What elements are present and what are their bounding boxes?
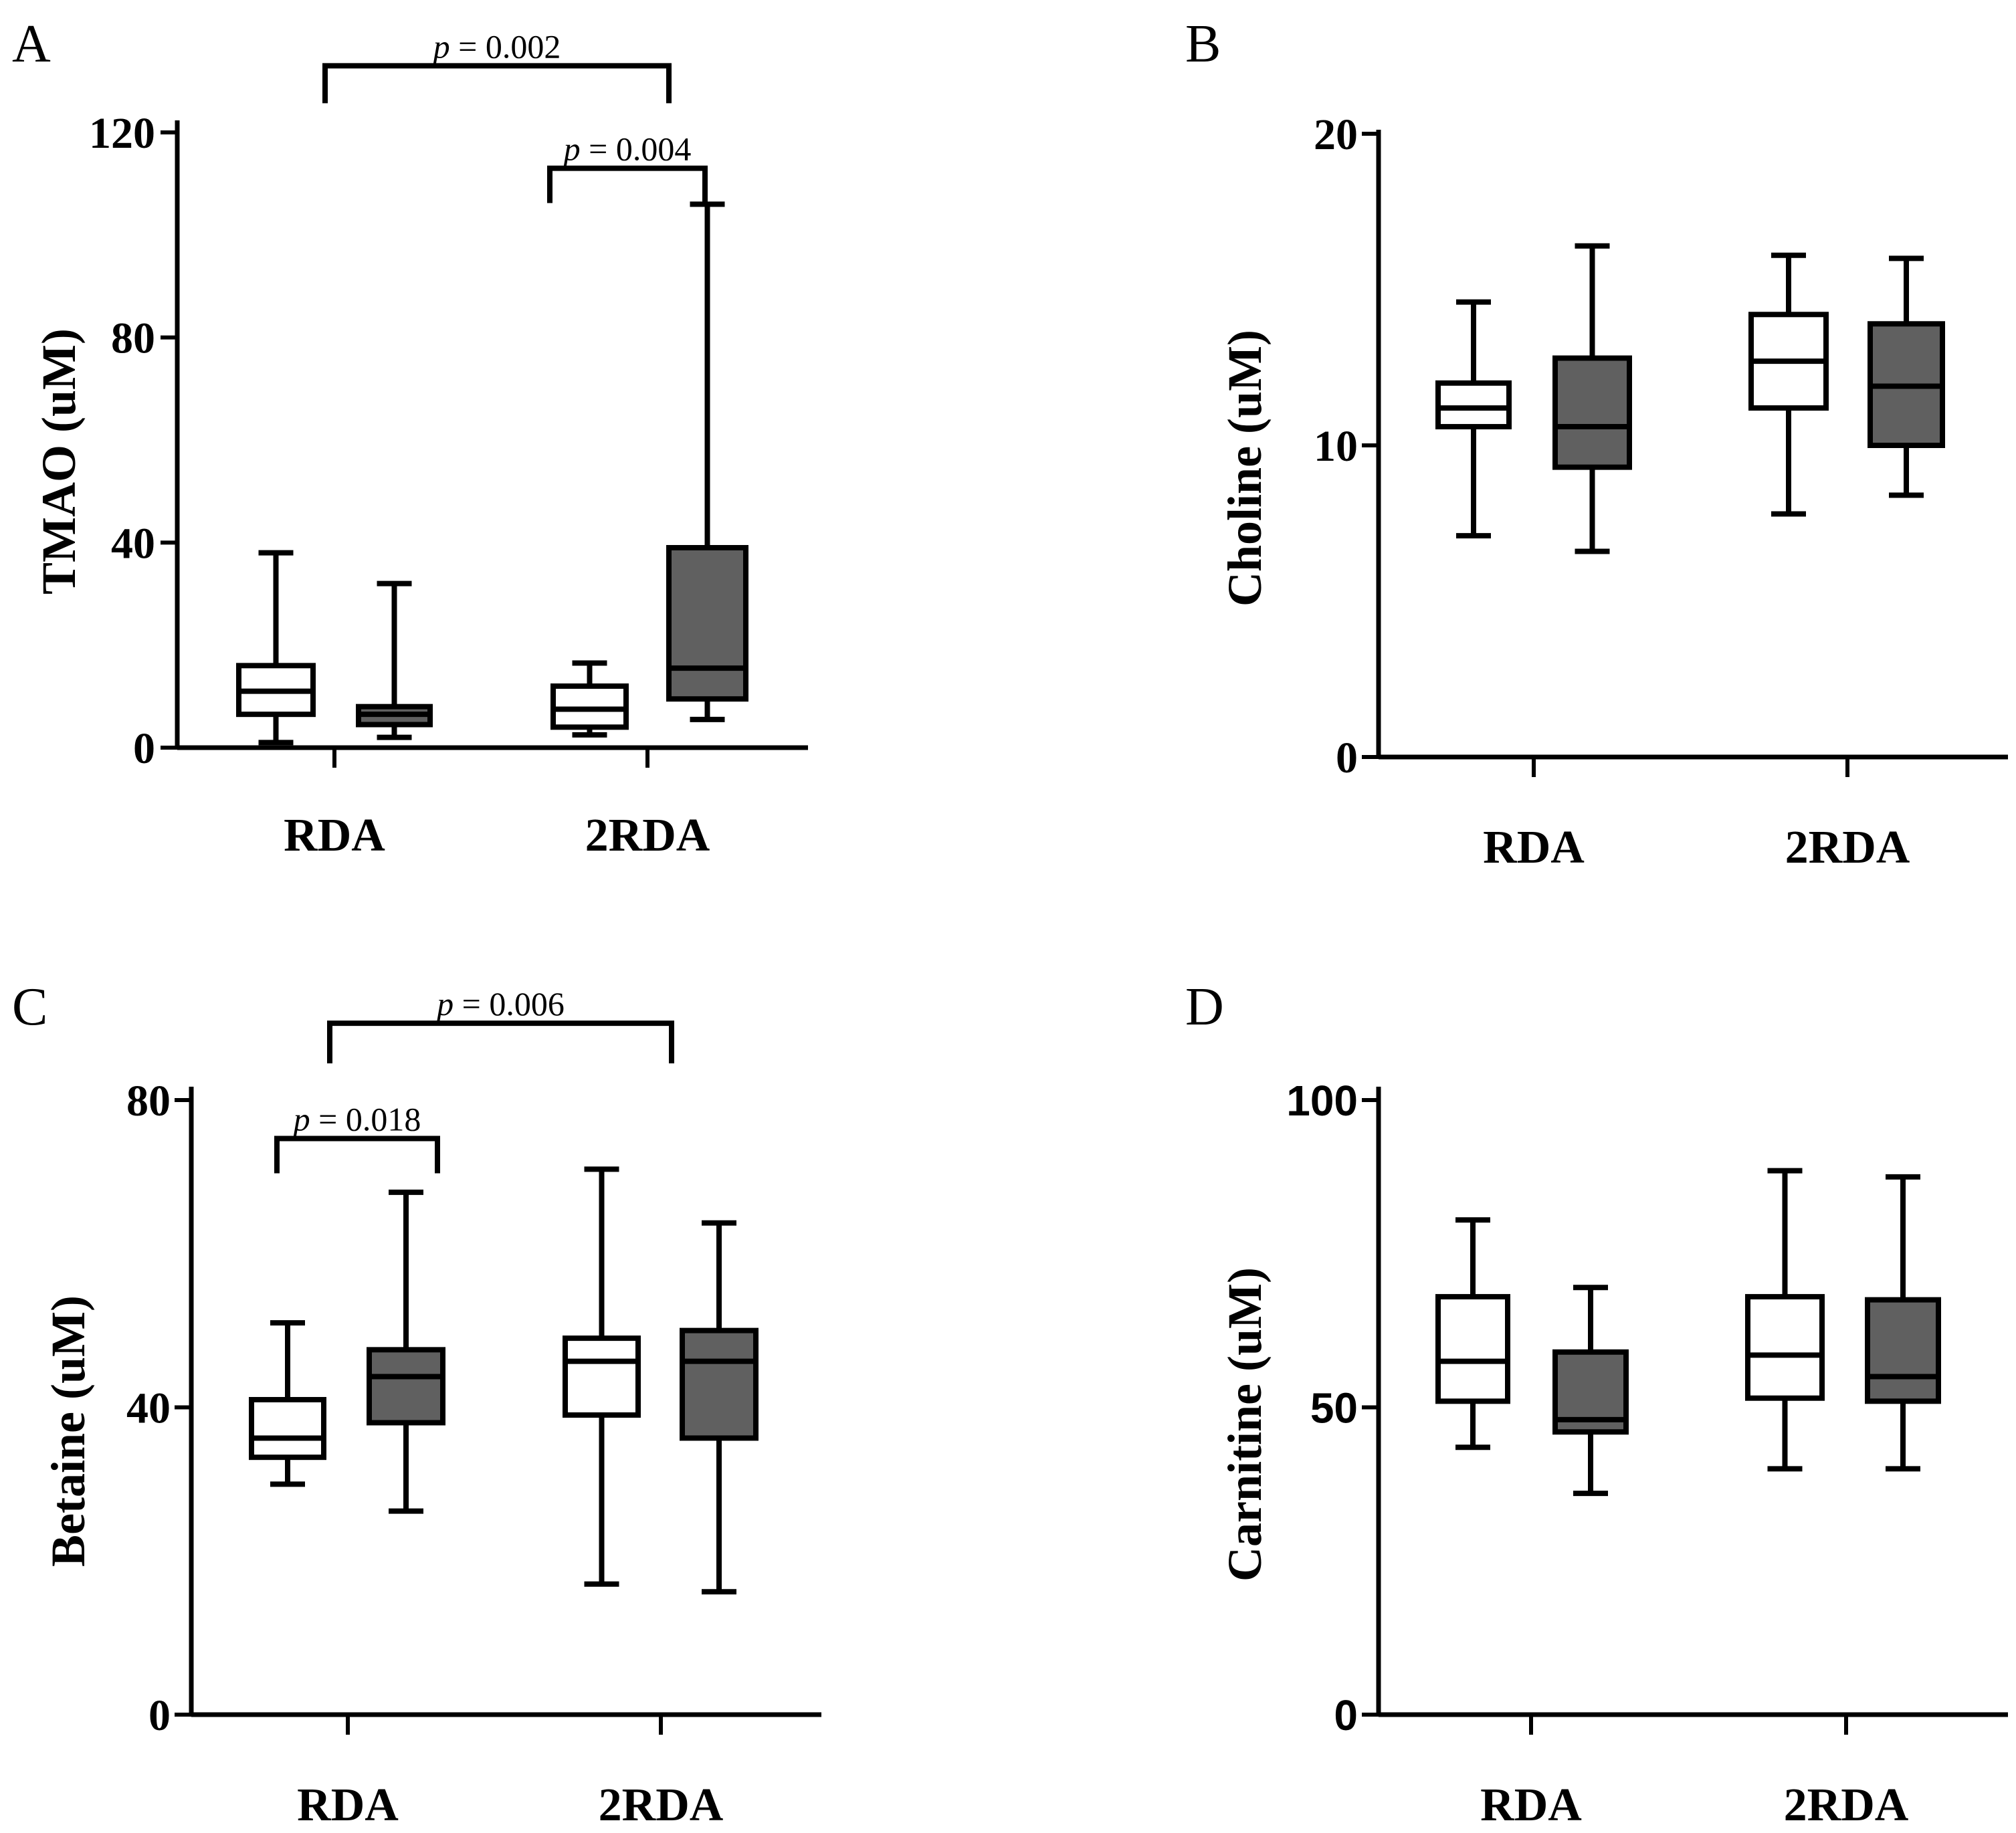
p-value: = 0.004 (581, 130, 692, 168)
panel-d-y-ticks: 0 50 100 (1286, 1077, 1379, 1739)
panel-c-betaine-chart: C Betaine (uM) 0 40 80 RDA 2RDA (12, 978, 821, 1831)
y-tick-label-1: 50 (1310, 1384, 1358, 1432)
box-rda-group-2 (356, 580, 433, 740)
panel-c-y-ticks: 0 40 80 (126, 1077, 191, 1740)
panel-a-letter: A (12, 15, 51, 74)
box-2rda-group-1 (1748, 252, 1829, 517)
significance-bracket-p-0-006: p = 0.006 (327, 985, 674, 1064)
box-body (1435, 1294, 1510, 1404)
p-symbol: p (431, 27, 450, 65)
y-tick-label-1: 40 (111, 519, 155, 568)
significance-bracket-p-0-018: p = 0.018 (274, 1100, 440, 1174)
p-value: = 0.018 (310, 1100, 421, 1138)
y-tick-label-1: 10 (1314, 422, 1358, 471)
box-body (563, 1335, 641, 1418)
y-tick-label-2: 20 (1314, 110, 1358, 159)
y-tick-label-2: 80 (126, 1077, 171, 1125)
box-2rda-group-1 (1745, 1168, 1825, 1472)
box-2rda-group-1 (550, 660, 629, 738)
panel-b-choline-chart: B Choline (uM) 0 10 20 RDA 2RDA (1185, 15, 2008, 873)
box-body (1865, 1297, 1941, 1404)
box-rda-group-1 (236, 550, 316, 746)
box-2rda-group-2 (680, 1220, 759, 1595)
box-body (1745, 1294, 1825, 1401)
box-2rda-group-2 (666, 201, 748, 722)
x-category-label-2rda: 2RDA (1785, 822, 1910, 873)
p-symbol: p (562, 130, 581, 168)
bracket-label: p = 0.006 (435, 985, 565, 1022)
x-category-label-rda: RDA (1480, 1780, 1582, 1831)
bracket-line (327, 1020, 674, 1064)
box-rda-group-2 (367, 1189, 445, 1514)
box-rda-group-2 (1552, 243, 1632, 554)
y-tick-label-1: 40 (126, 1384, 171, 1433)
box-body (367, 1347, 445, 1426)
box-2rda-group-2 (1865, 1174, 1941, 1472)
y-tick-label-0: 0 (1336, 734, 1358, 782)
panel-d-letter: D (1185, 978, 1224, 1037)
y-tick-label-2: 100 (1286, 1077, 1358, 1125)
box-body (680, 1327, 759, 1441)
panel-c-y-axis-title: Betaine (uM) (41, 1295, 95, 1567)
box-rda-group-1 (249, 1320, 326, 1487)
bracket-label: p = 0.002 (431, 27, 561, 65)
bracket-line (547, 165, 708, 203)
p-value: = 0.002 (450, 27, 561, 65)
x-category-label-rda: RDA (297, 1780, 399, 1831)
panel-d-carnitine-chart: D Carnitine (uM) 0 50 100 RDA 2RDA (1185, 978, 2008, 1831)
significance-bracket-p-0-004: p = 0.004 (547, 130, 708, 203)
bracket-line (274, 1136, 440, 1174)
panel-c-letter: C (12, 978, 47, 1037)
box-2rda-group-2 (1868, 255, 1945, 498)
y-tick-label-0: 0 (148, 1691, 171, 1740)
panel-a-y-ticks: 0 40 80 120 (89, 109, 177, 773)
x-category-label-2rda: 2RDA (1784, 1780, 1909, 1831)
panel-a-tmao-chart: A TMAO (uM) 0 40 80 120 RDA 2RDA (12, 15, 808, 861)
box-rda-group-1 (1435, 299, 1512, 539)
bracket-line (322, 63, 672, 104)
box-body (249, 1397, 326, 1461)
box-body (666, 545, 748, 702)
y-tick-label-0: 0 (133, 724, 155, 773)
panel-b-y-ticks: 0 10 20 (1314, 110, 1379, 782)
panel-a-y-axis-title: TMAO (uM) (32, 328, 86, 595)
bracket-label: p = 0.018 (292, 1100, 421, 1138)
y-tick-label-2: 80 (111, 314, 155, 363)
box-rda-group-2 (1552, 1285, 1629, 1497)
panel-d-y-axis-title: Carnitine (uM) (1218, 1267, 1272, 1582)
x-category-label-2rda: 2RDA (585, 810, 710, 861)
bracket-label: p = 0.004 (562, 130, 692, 168)
y-tick-label-3: 120 (89, 109, 155, 158)
x-category-label-rda: RDA (1483, 822, 1585, 873)
panel-b-letter: B (1185, 15, 1221, 74)
box-2rda-group-1 (563, 1166, 641, 1587)
p-symbol: p (435, 985, 453, 1022)
box-body (1435, 380, 1512, 430)
box-rda-group-1 (1435, 1217, 1510, 1450)
significance-bracket-p-0-002: p = 0.002 (322, 27, 672, 104)
panel-b-y-axis-title: Choline (uM) (1218, 330, 1272, 607)
y-tick-label-0: 0 (1334, 1691, 1358, 1739)
x-category-label-2rda: 2RDA (599, 1780, 724, 1831)
box-body (1552, 355, 1632, 470)
p-symbol: p (292, 1100, 310, 1138)
p-value: = 0.006 (453, 985, 565, 1022)
x-category-label-rda: RDA (284, 810, 385, 861)
